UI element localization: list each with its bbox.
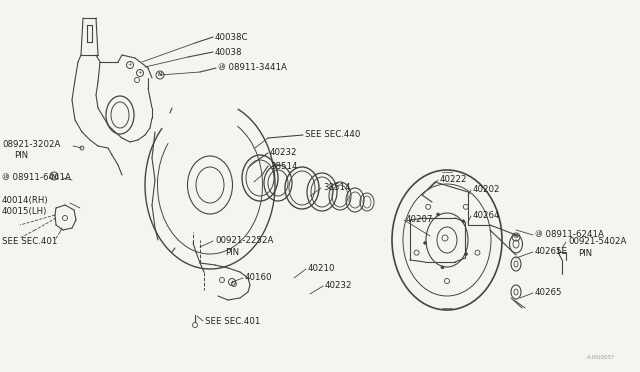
Circle shape xyxy=(441,266,444,269)
Text: 38514: 38514 xyxy=(323,183,351,192)
Text: PIN: PIN xyxy=(225,248,239,257)
Text: 40160: 40160 xyxy=(245,273,273,282)
Text: PIN: PIN xyxy=(578,249,592,258)
Text: 40232: 40232 xyxy=(270,148,298,157)
Circle shape xyxy=(424,241,427,244)
Text: SEE SEC.401: SEE SEC.401 xyxy=(2,237,58,246)
Text: ⑩ 08911-6241A: ⑩ 08911-6241A xyxy=(535,230,604,239)
Text: 40222: 40222 xyxy=(440,175,467,184)
Text: 40265: 40265 xyxy=(535,288,563,297)
Text: 40232: 40232 xyxy=(325,281,353,290)
Text: 40038: 40038 xyxy=(215,48,243,57)
Text: 40038C: 40038C xyxy=(215,33,248,42)
Text: +: + xyxy=(127,62,132,67)
Text: 00921-2252A: 00921-2252A xyxy=(215,236,273,245)
Text: 40265E: 40265E xyxy=(535,247,568,256)
Text: 40015(LH): 40015(LH) xyxy=(2,207,47,216)
Circle shape xyxy=(465,253,468,256)
Text: +: + xyxy=(230,279,234,285)
Text: 40210: 40210 xyxy=(308,264,335,273)
Text: +: + xyxy=(138,71,142,76)
Text: SEE SEC.440: SEE SEC.440 xyxy=(305,130,360,139)
Text: N: N xyxy=(52,173,56,179)
Text: 40014(RH): 40014(RH) xyxy=(2,196,49,205)
Text: ⑩ 08911-6441A: ⑩ 08911-6441A xyxy=(2,173,71,182)
Text: N: N xyxy=(158,73,162,77)
Text: A-00(005?: A-00(005? xyxy=(587,355,615,360)
Text: 00921-5402A: 00921-5402A xyxy=(568,237,627,246)
Text: 40264: 40264 xyxy=(473,211,500,220)
Text: 40202: 40202 xyxy=(473,185,500,194)
Text: SEE SEC.401: SEE SEC.401 xyxy=(205,317,260,326)
Text: PIN: PIN xyxy=(14,151,28,160)
Text: 08921-3202A: 08921-3202A xyxy=(2,140,60,149)
Circle shape xyxy=(462,220,465,223)
Text: N: N xyxy=(514,234,518,240)
Text: 40207: 40207 xyxy=(406,215,433,224)
Text: ⑩ 08911-3441A: ⑩ 08911-3441A xyxy=(218,63,287,72)
Circle shape xyxy=(436,213,440,216)
Text: 38514: 38514 xyxy=(270,162,298,171)
